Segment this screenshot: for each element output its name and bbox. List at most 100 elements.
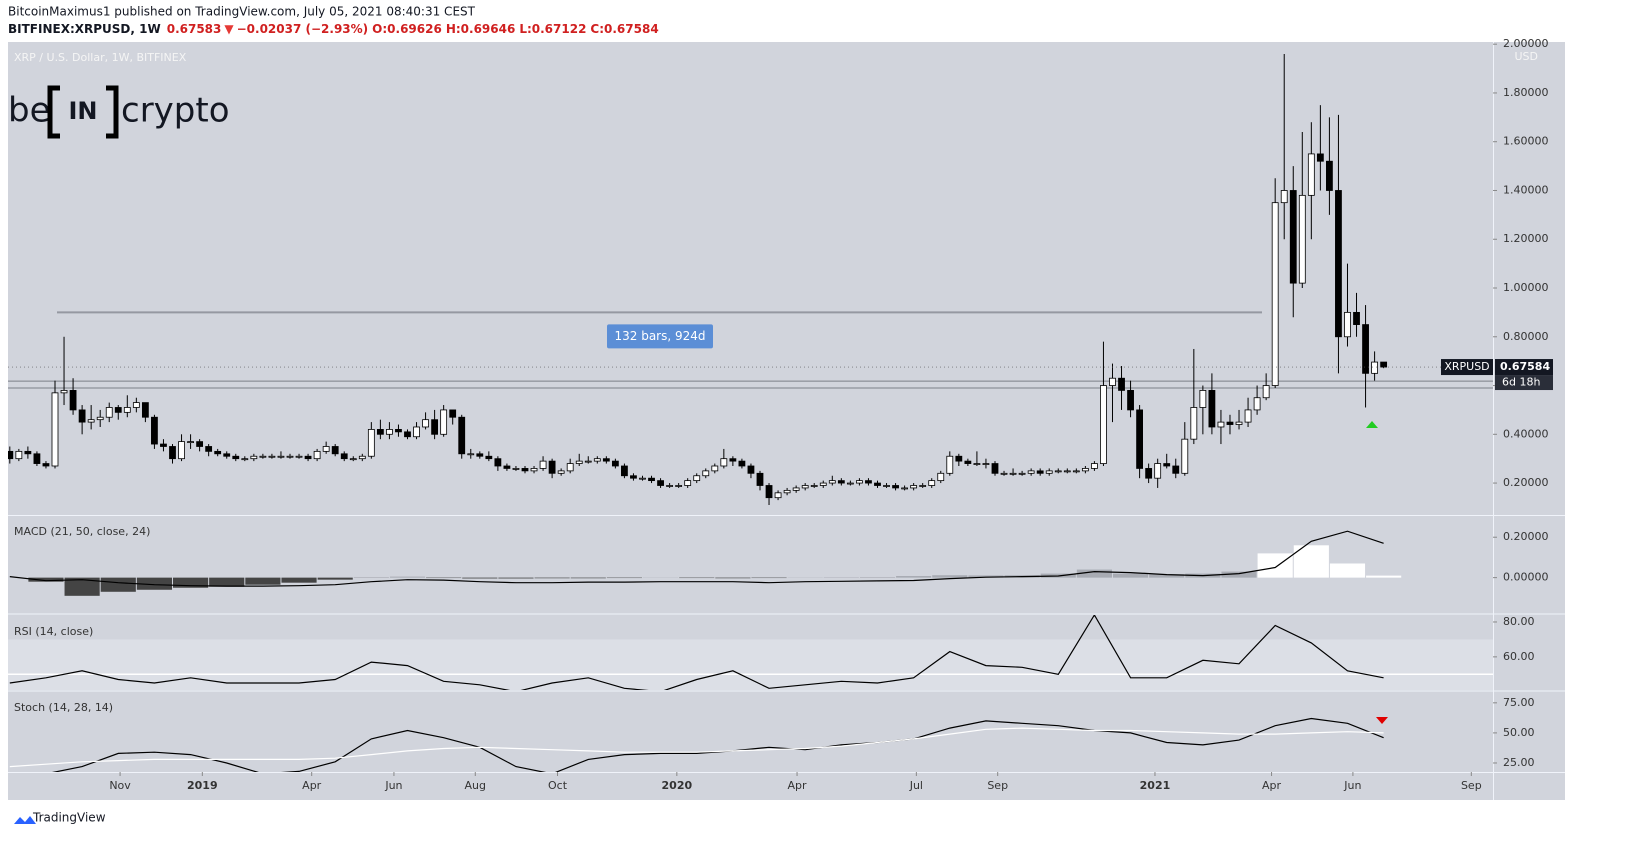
macd-histogram: [64, 577, 100, 596]
candle-body: [42, 463, 50, 467]
logo: be IN crypto: [8, 85, 230, 139]
macd-histogram: [100, 577, 136, 592]
candle-body: [883, 485, 890, 487]
candle-body: [1262, 385, 1270, 399]
x-tick-label: Nov: [109, 779, 131, 792]
macd-histogram: [462, 577, 498, 579]
symbol-label: XRPUSD: [1444, 360, 1489, 373]
candle-body: [1054, 470, 1062, 473]
macd-histogram: [1293, 545, 1329, 578]
candle-body: [277, 455, 285, 458]
candle-body: [819, 482, 827, 486]
candle-body: [132, 402, 140, 408]
macd-histogram: [389, 576, 426, 578]
candle-body: [937, 472, 945, 482]
candle-body: [1145, 468, 1153, 479]
candle-body: [1316, 153, 1324, 162]
macd-histogram: [570, 577, 606, 579]
candle-body: [431, 419, 439, 435]
candle-body: [630, 475, 637, 479]
candle-body: [1190, 407, 1198, 440]
x-tick-label: Sep: [987, 779, 1008, 792]
macd-histogram: [1257, 553, 1293, 578]
x-tick-label: 2020: [662, 779, 693, 792]
candle-body: [693, 475, 701, 482]
candle-body: [169, 446, 176, 460]
candle-body: [982, 463, 990, 465]
candle-body: [259, 455, 267, 458]
candle-body: [946, 455, 954, 474]
candle-body: [711, 465, 719, 472]
candle-body: [331, 446, 339, 455]
x-tick-label: 2021: [1140, 779, 1171, 792]
measure-box: [607, 324, 713, 349]
logo-left: be: [8, 91, 51, 131]
candle-body: [160, 443, 167, 447]
candle-body: [51, 392, 59, 467]
y-tick-label: 0.20000: [1503, 530, 1549, 543]
candle-body: [313, 450, 321, 460]
indicator-line: [9, 530, 1384, 587]
candle-body: [1154, 463, 1162, 479]
candle-body: [729, 458, 737, 462]
candle-body: [1027, 470, 1035, 474]
candle-body: [1100, 385, 1107, 464]
candle-body: [919, 485, 927, 487]
y-tick-label: 1.40000: [1503, 183, 1549, 196]
y-tick-label: 50.00: [1503, 726, 1535, 739]
symbol-box: [1441, 359, 1493, 376]
candle-body: [178, 441, 185, 460]
macd-histogram: [534, 577, 570, 579]
candle-body: [87, 419, 95, 423]
candle-body: [657, 480, 664, 486]
candle-body: [1091, 463, 1098, 469]
candle-body: [566, 463, 574, 472]
macd-histogram: [28, 577, 64, 582]
candle-body: [865, 480, 872, 484]
candle-body: [205, 446, 213, 452]
candle-body: [964, 460, 972, 464]
indicator-line: [9, 727, 1384, 768]
countdown: 6d 18h: [1502, 376, 1540, 389]
y-tick-label: 0.80000: [1503, 330, 1549, 343]
logo-bracket: [47, 85, 119, 139]
candle-body: [295, 455, 303, 458]
candle-body: [991, 463, 999, 474]
candle-body: [1045, 470, 1053, 474]
y-tick-label: 0.40000: [1503, 427, 1549, 440]
red-arrow: [1376, 717, 1388, 724]
green-arrow: [1366, 421, 1378, 428]
candle-body: [648, 477, 655, 482]
candle-body: [1253, 397, 1261, 411]
candle-body: [856, 480, 863, 484]
x-tick-label: Jul: [909, 779, 923, 792]
countdown-box: [1495, 375, 1553, 391]
candle-body: [1163, 463, 1171, 467]
candle-body: [1136, 409, 1144, 469]
candle-body: [286, 455, 294, 458]
panel: [8, 615, 1493, 690]
candle-body: [1118, 377, 1125, 391]
macd-histogram: [1076, 569, 1112, 578]
candle-body: [503, 465, 511, 469]
candle-body: [783, 489, 791, 494]
macd-histogram: [498, 577, 534, 579]
candle-body: [1271, 202, 1279, 386]
candle-body: [720, 458, 728, 467]
candle-body: [1072, 470, 1080, 473]
candle-body: [602, 458, 610, 462]
candle-body: [810, 485, 818, 487]
candle-body: [1109, 377, 1116, 386]
candle-body: [404, 431, 411, 438]
candle-body: [476, 453, 484, 457]
candle-body: [494, 458, 502, 467]
candle-body: [241, 458, 249, 461]
y-tick-label: 1.00000: [1503, 281, 1549, 294]
candle-body: [223, 453, 231, 457]
candle-body: [340, 453, 348, 460]
candle-body: [1127, 390, 1134, 411]
macd-histogram: [896, 576, 932, 578]
candle-body: [358, 455, 366, 460]
y-tick-label: 2.00000: [1503, 37, 1549, 50]
macd-histogram: [136, 577, 172, 590]
